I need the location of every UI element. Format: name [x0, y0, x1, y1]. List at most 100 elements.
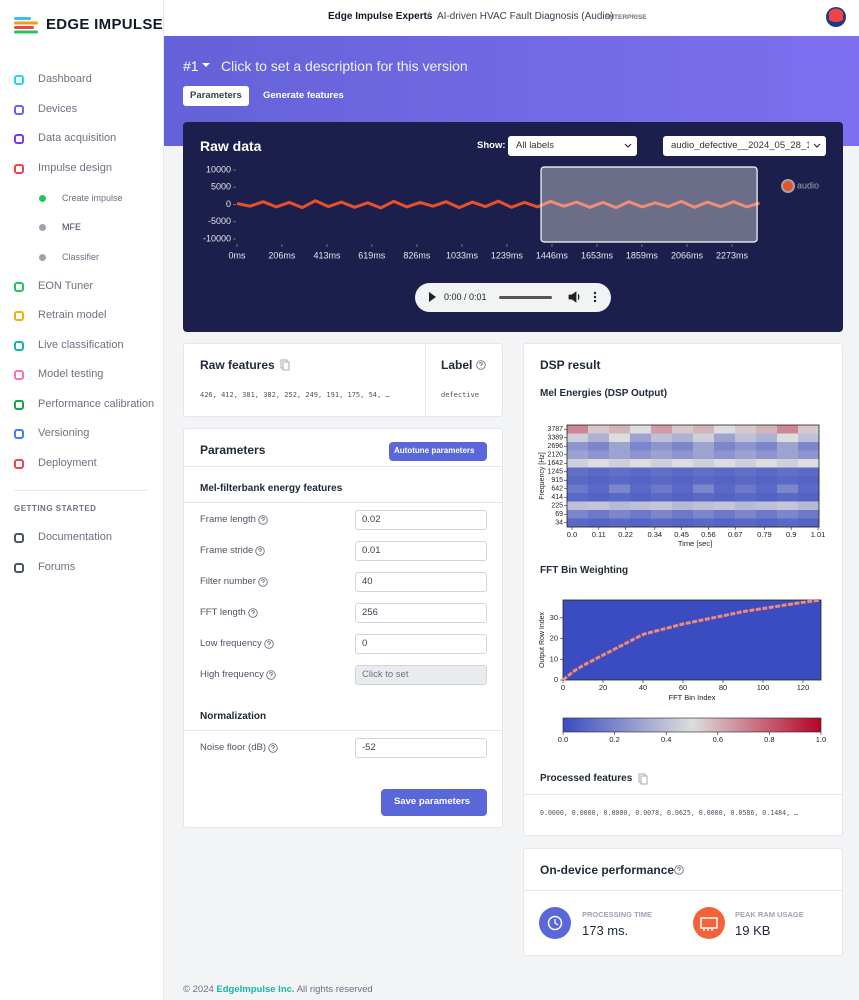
- nav-icon: [14, 533, 24, 543]
- metric-label: PEAK RAM USAGE: [735, 909, 804, 919]
- nav-icon: [14, 370, 24, 380]
- help-icon[interactable]: [674, 865, 684, 875]
- copy-icon[interactable]: [280, 359, 290, 371]
- nav-item[interactable]: Forums: [38, 560, 76, 573]
- nav-item[interactable]: EON Tuner: [38, 279, 94, 292]
- field-input[interactable]: [355, 510, 487, 530]
- nav-item[interactable]: Model testing: [38, 368, 104, 381]
- select-value[interactable]: audio_defective__2024_05_28_1: [671, 140, 809, 152]
- field-value[interactable]: 0: [362, 638, 368, 650]
- nav-item[interactable]: Deployment: [38, 456, 97, 469]
- heatmap-cell: [588, 459, 610, 468]
- heatmap-cell: [777, 459, 799, 468]
- nav-item[interactable]: Versioning: [38, 427, 90, 440]
- footer-link[interactable]: EdgeImpulse Inc.: [216, 984, 295, 995]
- heatmap-cell: [756, 518, 778, 528]
- y-tick-label: 0: [554, 675, 558, 684]
- help-icon[interactable]: [258, 515, 268, 525]
- field-value[interactable]: 0.01: [362, 545, 381, 557]
- help-icon[interactable]: [266, 670, 276, 680]
- nav-item[interactable]: Data acquisition: [38, 132, 117, 145]
- field-input[interactable]: [355, 572, 487, 592]
- label-select[interactable]: [508, 136, 637, 156]
- raw-features-card: [183, 343, 503, 417]
- heatmap-cell: [798, 433, 820, 443]
- heatmap-cell: [714, 518, 736, 528]
- help-icon[interactable]: [268, 743, 278, 753]
- heatmap-cell: [651, 459, 673, 468]
- nav-item[interactable]: Documentation: [38, 531, 112, 544]
- help-icon[interactable]: [258, 577, 268, 587]
- volume-button: [568, 291, 580, 303]
- nav-icon: [14, 399, 24, 410]
- footer: © 2024 EdgeImpulse Inc. All rights reser…: [183, 984, 373, 996]
- help-glyph: [261, 517, 265, 523]
- nav-item[interactable]: Impulse design: [38, 161, 112, 174]
- y-tick-label: 3787: [547, 426, 563, 433]
- field-input[interactable]: [355, 738, 487, 758]
- help-icon[interactable]: [248, 608, 258, 618]
- processed-values: 0.0000, 0.0000, 0.0000, 0.0078, 0.0625, …: [540, 809, 799, 818]
- heatmap-cell: [588, 501, 610, 511]
- heatmap-cell: [756, 467, 778, 477]
- button-label[interactable]: Autotune parameters: [394, 446, 475, 456]
- field-input[interactable]: [355, 603, 487, 623]
- copy-icon[interactable]: [638, 773, 648, 785]
- heatmap-cell: [672, 493, 694, 502]
- colorbar: [562, 717, 822, 733]
- field-value[interactable]: 40: [362, 576, 373, 588]
- field-value[interactable]: 256: [362, 607, 378, 619]
- tab-label[interactable]: Parameters: [190, 90, 242, 102]
- button-label[interactable]: Save parameters: [394, 796, 471, 808]
- player-controls[interactable]: [415, 283, 611, 312]
- divider: [524, 890, 842, 891]
- heatmap-cell: [798, 425, 820, 434]
- card-title: Parameters: [200, 442, 266, 457]
- heatmap-cell: [714, 467, 736, 477]
- field-label: High frequency: [200, 669, 264, 681]
- help-icon[interactable]: [264, 639, 274, 649]
- caret[interactable]: [202, 62, 210, 68]
- version-number[interactable]: #1: [183, 57, 199, 74]
- tab-active[interactable]: [183, 86, 249, 106]
- field-input[interactable]: [355, 541, 487, 561]
- nav-item[interactable]: Retrain model: [38, 309, 107, 322]
- field-input[interactable]: [355, 634, 487, 654]
- heatmap-cell: [630, 493, 652, 502]
- select-value[interactable]: All labels: [516, 140, 555, 152]
- autotune-button[interactable]: [389, 442, 487, 461]
- selection-window[interactable]: [540, 166, 758, 243]
- nav-subitem[interactable]: Classifier: [62, 251, 100, 262]
- version-description[interactable]: Click to set a description for this vers…: [221, 57, 468, 74]
- y-tick-label: -10000: [203, 233, 231, 243]
- nav-item[interactable]: Performance calibration: [38, 397, 155, 410]
- nav-item[interactable]: Dashboard: [38, 73, 92, 86]
- field-value[interactable]: -52: [362, 742, 376, 754]
- heatmap-cell: [672, 450, 694, 460]
- heatmap-cell: [609, 433, 631, 443]
- heatmap-cell: [714, 476, 736, 485]
- field-value[interactable]: Click to set: [362, 669, 409, 681]
- heatmap-cell: [609, 484, 631, 494]
- help-icon[interactable]: [255, 546, 266, 556]
- x-tick-label: 100: [757, 683, 770, 692]
- heatmap-cell: [756, 476, 778, 485]
- nav-item[interactable]: Live classification: [38, 338, 124, 351]
- help-icon[interactable]: [476, 360, 486, 370]
- nav-subitem[interactable]: MFE: [62, 222, 81, 233]
- heatmap-cell: [630, 510, 652, 519]
- tab-label[interactable]: Generate features: [263, 90, 344, 102]
- sample-select[interactable]: [663, 136, 826, 156]
- field-input[interactable]: [355, 665, 487, 685]
- project-name[interactable]: AI-driven HVAC Fault Diagnosis (Audio): [437, 11, 614, 22]
- org-name[interactable]: Edge Impulse Experts: [328, 11, 433, 22]
- avatar[interactable]: [826, 7, 846, 27]
- heatmap-cell: [588, 450, 610, 460]
- heatmap-cell: [651, 425, 673, 434]
- heatmap-cell: [735, 442, 757, 451]
- nav-subitem[interactable]: Create impulse: [62, 192, 123, 203]
- nav-item[interactable]: Devices: [38, 102, 78, 115]
- save-button[interactable]: [381, 789, 487, 816]
- field-value[interactable]: 0.02: [362, 514, 381, 526]
